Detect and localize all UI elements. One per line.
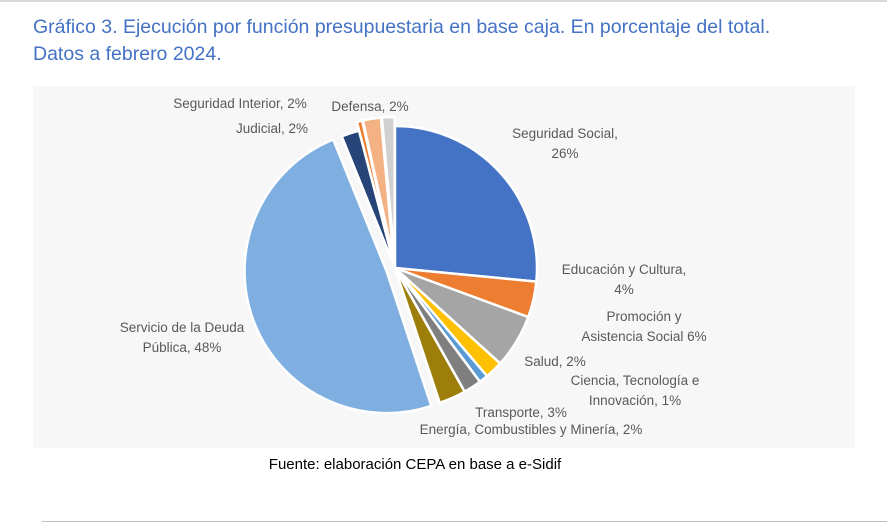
label-promocion-y-asistencia-social: Promoción y Asistencia Social 6% (581, 309, 706, 344)
label-seguridad-interior: Seguridad Interior, 2% (173, 96, 307, 111)
bottom-rule (42, 521, 887, 522)
label-judicial: Judicial, 2% (236, 121, 308, 136)
chart-title-line-1: Gráfico 3. Ejecución por función presupu… (33, 16, 771, 38)
slice-transporte (393, 266, 466, 405)
label-defensa: Defensa, 2% (331, 99, 408, 114)
label-servicio-de-la-deuda-publica: Servicio de la Deuda Pública, 48% (120, 320, 245, 355)
slice-servicio-de-la-deuda-publica (243, 138, 433, 415)
top-rule (0, 0, 887, 2)
label-ciencia-tecnologia-e-innovacion: Ciencia, Tecnología e Innovación, 1% (571, 373, 700, 408)
label-salud: Salud, 2% (524, 354, 586, 369)
label-educacion-y-cultura: Educación y Cultura, 4% (562, 262, 687, 297)
label-energia-combustibles-y-mineria: Energía, Combustibles y Minería, 2% (420, 422, 643, 437)
chart-title: Gráfico 3. Ejecución por función presupu… (33, 14, 853, 68)
label-transporte: Transporte, 3% (475, 405, 567, 420)
pie-labels: Seguridad Social, 26% Educación y Cultura,… (120, 96, 707, 437)
label-seguridad-social: Seguridad Social, 26% (512, 126, 618, 161)
pie-slices (243, 115, 539, 415)
chart-title-line-2: Datos a febrero 2024. (33, 43, 222, 65)
source-note: Fuente: elaboración CEPA en base a e-Sid… (268, 456, 562, 473)
slice-seguridad-social (393, 124, 539, 283)
slice-otros (380, 115, 396, 261)
